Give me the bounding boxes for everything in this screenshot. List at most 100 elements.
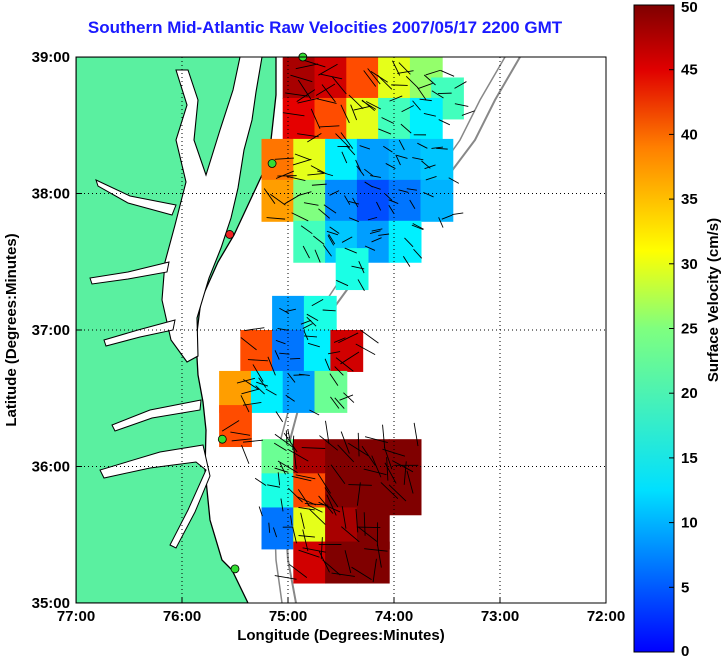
velocity-arrow: [314, 249, 321, 263]
station-marker: [225, 230, 235, 239]
velocity-arrow: [255, 385, 265, 395]
velocity-arrow: [268, 522, 271, 533]
velocity-arrow: [298, 549, 320, 558]
velocity-arrow: [335, 133, 350, 149]
velocity-arrow: [247, 359, 268, 362]
velocity-arrow: [274, 433, 294, 448]
velocity-arrow: [316, 98, 337, 104]
velocity-arrow: [385, 163, 396, 169]
velocity-arrow: [327, 351, 341, 355]
velocity-cell: [293, 541, 327, 584]
velocity-arrow: [350, 104, 358, 121]
velocity-arrow: [454, 81, 467, 89]
velocity-arrow: [404, 237, 414, 248]
velocity-arrow: [280, 498, 284, 512]
velocity-arrow: [363, 468, 387, 476]
velocity-arrow: [300, 225, 313, 235]
velocity-arrow: [358, 261, 365, 274]
velocity-arrow: [397, 70, 414, 74]
velocity-arrow: [412, 157, 424, 161]
velocity-arrow: [298, 373, 310, 376]
velocity-arrow: [367, 68, 381, 85]
velocity-arrow: [361, 445, 376, 466]
grid-lines: [76, 57, 606, 603]
velocity-arrow: [307, 132, 322, 143]
chart-title: Southern Mid-Atlantic Raw Velocities 200…: [87, 18, 563, 37]
velocity-arrow: [313, 235, 325, 245]
velocity-arrow: [258, 506, 263, 517]
velocity-arrow: [303, 59, 326, 68]
velocity-cell: [388, 179, 422, 222]
velocity-arrow: [348, 217, 360, 223]
velocity-arrow: [377, 544, 382, 568]
velocity-arrow: [290, 74, 313, 83]
velocity-arrow: [277, 460, 298, 474]
velocity-arrow: [371, 237, 382, 243]
y-tick-label: 37:00: [32, 322, 70, 339]
velocity-arrow: [310, 108, 321, 129]
velocity-cell: [356, 138, 390, 181]
station-marker: [230, 564, 240, 574]
velocity-arrow: [275, 411, 284, 423]
velocity-arrow: [324, 487, 339, 508]
velocity-arrow: [242, 402, 262, 406]
velocity-cell: [314, 57, 348, 99]
velocity-arrow: [340, 351, 360, 365]
velocity-arrow: [320, 73, 343, 80]
station-marker: [267, 159, 277, 168]
velocity-arrow: [322, 309, 336, 312]
velocity-arrow: [318, 495, 334, 514]
velocity-arrow: [274, 350, 280, 360]
velocity-arrow: [241, 444, 250, 464]
velocity-arrow: [302, 245, 310, 259]
velocity-arrow: [441, 214, 453, 220]
velocity-arrow: [324, 358, 331, 371]
velocity-arrow: [329, 226, 340, 234]
velocity-arrow: [282, 112, 305, 117]
velocity-arrow: [306, 313, 319, 321]
velocity-arrow: [311, 299, 324, 307]
velocity-arrow: [302, 529, 309, 552]
velocity-arrow: [364, 436, 388, 444]
velocity-arrow: [295, 474, 316, 480]
x-axis: 77:00 76:00 75:00 74:00 73:00 72:00: [57, 597, 625, 625]
velocity-arrow: [364, 245, 376, 251]
velocity-arrow: [285, 308, 296, 313]
sound-albemarle: [111, 399, 202, 432]
velocity-arrow: [230, 431, 251, 436]
colorbar-tick-label: 35: [681, 191, 698, 208]
velocity-arrow: [452, 212, 464, 216]
velocity-cell: [420, 179, 454, 222]
velocity-arrow: [285, 92, 308, 97]
colorbar: [633, 4, 675, 653]
velocity-arrow: [356, 482, 361, 506]
velocity-field: [219, 57, 464, 584]
y-tick-label: 39:00: [32, 49, 70, 66]
velocity-arrow: [336, 279, 349, 287]
velocity-arrow: [372, 558, 377, 583]
velocity-arrow: [357, 432, 360, 457]
velocity-arrow: [396, 154, 408, 159]
velocity-cell: [240, 330, 274, 372]
colorbar-ticks: 0 5 10 15 20 25 30 35 40 45 50: [669, 0, 698, 659]
velocity-arrow: [319, 435, 339, 451]
colorbar-tick-label: 20: [681, 385, 698, 402]
velocity-arrow: [279, 462, 286, 475]
velocity-arrow: [240, 337, 257, 351]
velocity-arrow: [290, 515, 293, 526]
velocity-arrow: [301, 447, 326, 449]
velocity-arrow: [398, 62, 411, 75]
velocity-cell: [325, 179, 358, 222]
velocity-cell: [272, 330, 305, 372]
velocity-arrow: [292, 527, 297, 544]
velocity-arrow: [331, 76, 347, 95]
velocity-arrow: [321, 84, 336, 103]
velocity-arrow: [406, 470, 414, 494]
velocity-arrow: [340, 431, 350, 454]
velocity-cell: [330, 330, 364, 372]
velocity-arrow: [243, 379, 260, 391]
velocity-arrow: [436, 147, 448, 150]
velocity-arrow: [274, 575, 297, 580]
velocity-arrow: [331, 572, 355, 577]
velocity-arrow: [425, 69, 441, 76]
